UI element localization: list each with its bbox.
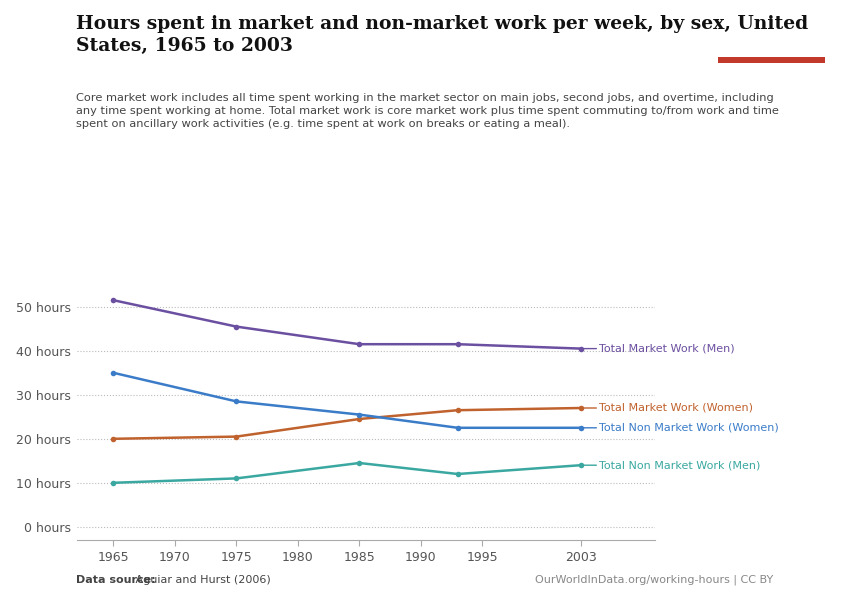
Text: Data source:: Data source: bbox=[76, 575, 156, 585]
Text: Core market work includes all time spent working in the market sector on main jo: Core market work includes all time spent… bbox=[76, 93, 779, 130]
Text: Total Non Market Work (Men): Total Non Market Work (Men) bbox=[581, 460, 761, 470]
Text: Total Non Market Work (Women): Total Non Market Work (Women) bbox=[581, 423, 779, 433]
Text: Our World: Our World bbox=[740, 19, 803, 29]
Text: Total Market Work (Women): Total Market Work (Women) bbox=[581, 403, 753, 413]
Text: in Data: in Data bbox=[749, 35, 794, 46]
Text: Total Market Work (Men): Total Market Work (Men) bbox=[581, 344, 734, 353]
Text: OurWorldInData.org/working-hours | CC BY: OurWorldInData.org/working-hours | CC BY bbox=[536, 575, 774, 585]
Text: Aguiar and Hurst (2006): Aguiar and Hurst (2006) bbox=[132, 575, 270, 585]
FancyBboxPatch shape bbox=[718, 56, 824, 63]
Text: Hours spent in market and non-market work per week, by sex, United
States, 1965 : Hours spent in market and non-market wor… bbox=[76, 15, 808, 55]
